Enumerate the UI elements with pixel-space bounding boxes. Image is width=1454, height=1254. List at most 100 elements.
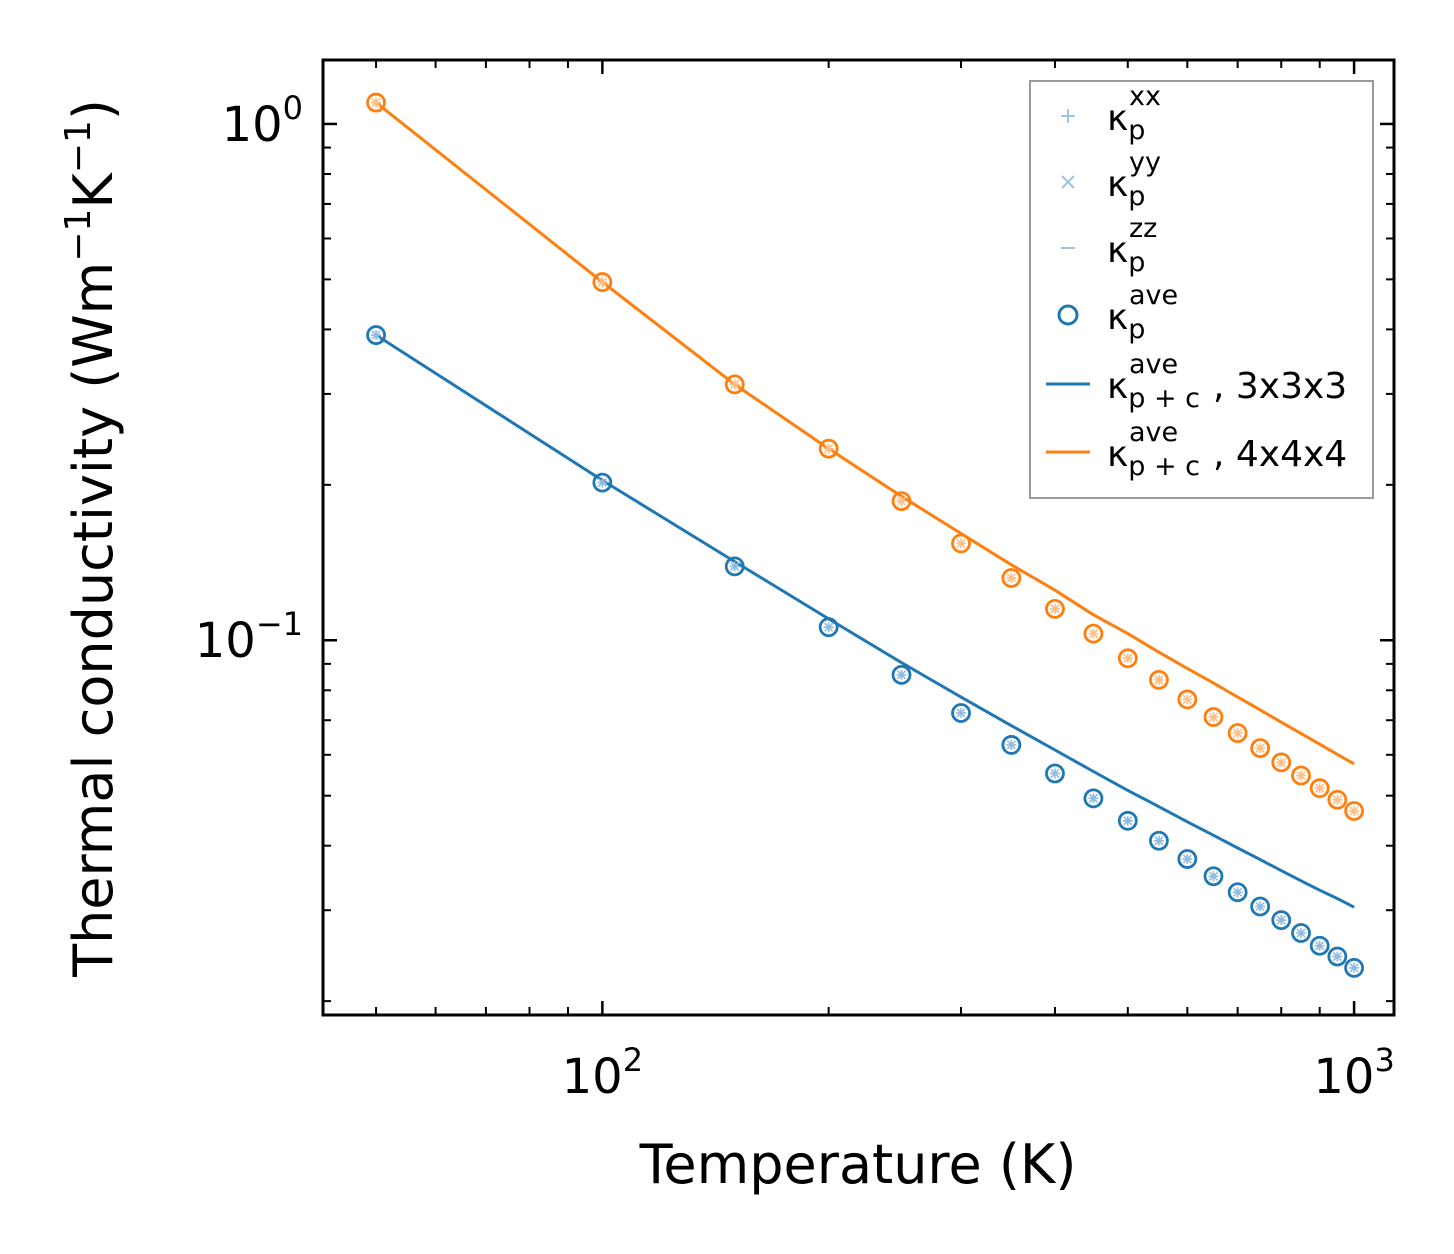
kyy-marker-b xyxy=(1123,653,1133,663)
kave-marker xyxy=(724,556,745,577)
data-point-4x4x4 xyxy=(1250,738,1271,759)
legend-label: κpyy xyxy=(1107,147,1161,212)
kave-marker xyxy=(1045,763,1065,784)
kave-marker xyxy=(1203,866,1224,887)
tick-labels: 102 103 100 10−1 xyxy=(195,89,1395,1105)
kave-marker xyxy=(891,664,912,685)
kave-marker xyxy=(1327,789,1348,810)
kyy-marker-b xyxy=(1154,836,1164,846)
data-point-4x4x4 xyxy=(1149,669,1169,690)
kyy-marker-b xyxy=(896,496,907,506)
data-point-4x4x4 xyxy=(951,533,971,554)
kyy-marker-b xyxy=(1349,806,1359,816)
kyy-marker-b xyxy=(1208,871,1219,881)
kyy-marker-b xyxy=(1332,795,1342,805)
kyy-marker-b xyxy=(1088,629,1098,639)
kyy-marker-b xyxy=(1255,743,1265,753)
data-point-3x3x3 xyxy=(1117,810,1138,831)
legend-label: κp + cave, 4x4x4 xyxy=(1107,417,1347,482)
data-point-4x4x4 xyxy=(1344,801,1364,821)
kave-marker xyxy=(1309,778,1330,799)
kave-marker xyxy=(1001,568,1022,588)
legend-entry: κpxx xyxy=(1061,81,1161,146)
legend-label: κp + cave, 3x3x3 xyxy=(1107,349,1347,414)
data-point-4x4x4 xyxy=(1271,752,1292,773)
kave-marker xyxy=(1250,896,1271,917)
kave-marker xyxy=(1203,707,1224,727)
data-point-3x3x3 xyxy=(1250,896,1271,917)
kyy-marker-b xyxy=(824,622,834,632)
legend-circle-icon xyxy=(1057,304,1079,326)
data-point-4x4x4 xyxy=(1177,689,1198,710)
y-label-base: Thermal conductivity (Wm xyxy=(62,262,125,978)
y-label-sup2: −1 xyxy=(58,120,99,173)
data-point-4x4x4 xyxy=(1203,707,1224,727)
kyy-marker-b xyxy=(371,98,381,108)
legend-entry: κpyy xyxy=(1061,147,1161,212)
kave-marker xyxy=(1117,810,1138,831)
data-point-3x3x3 xyxy=(1001,735,1022,755)
kave-marker xyxy=(1177,689,1198,710)
kyy-marker-b xyxy=(1182,854,1192,864)
kave-marker xyxy=(1227,723,1248,743)
kyy-marker-b xyxy=(730,379,740,389)
y-tick-label: 100 xyxy=(222,89,303,153)
fit-line-3x3x3 xyxy=(375,333,1355,909)
data-point-4x4x4 xyxy=(1083,623,1104,644)
plot-frame xyxy=(321,58,1396,1017)
kyy-marker-b xyxy=(1182,694,1192,705)
data-point-3x3x3 xyxy=(724,556,745,577)
kave-marker xyxy=(592,272,613,292)
major-ticks xyxy=(323,60,1394,1015)
kave-marker xyxy=(818,438,839,459)
legend-label: κpxx xyxy=(1107,81,1161,146)
data-point-3x3x3 xyxy=(1271,910,1292,931)
data-point-3x3x3 xyxy=(1291,923,1311,943)
kyy-marker-b xyxy=(1006,740,1016,750)
data-point-3x3x3 xyxy=(1327,946,1348,967)
data-point-4x4x4 xyxy=(1001,568,1022,588)
kyy-marker-b xyxy=(1332,951,1342,962)
kyy-marker-b xyxy=(956,538,966,548)
y-label-sup1: −1 xyxy=(58,209,99,262)
x-tick-label: 103 xyxy=(1313,1041,1394,1105)
legend-label: κpzz xyxy=(1107,213,1157,278)
kave-marker xyxy=(1001,735,1022,755)
kyy-marker-b xyxy=(1088,793,1098,803)
data-point-4x4x4 xyxy=(1327,789,1348,810)
kave-marker xyxy=(1344,957,1364,978)
kave-marker xyxy=(951,533,971,554)
data-point-3x3x3 xyxy=(818,617,839,638)
kyy-marker-b xyxy=(1315,783,1325,793)
data-point-3x3x3 xyxy=(366,325,386,345)
kave-marker xyxy=(1344,801,1364,821)
legend-entry: κp + cave, 4x4x4 xyxy=(1046,417,1347,482)
kave-marker xyxy=(366,92,386,113)
kyy-marker-b xyxy=(1255,901,1265,912)
kave-marker xyxy=(1117,648,1138,669)
kyy-marker-b xyxy=(371,330,381,340)
kave-marker xyxy=(1149,830,1169,851)
kyy-marker-b xyxy=(1276,757,1286,767)
data-point-3x3x3 xyxy=(1227,882,1248,903)
data-point-4x4x4 xyxy=(1117,648,1138,669)
data-point-4x4x4 xyxy=(592,272,613,292)
data-point-4x4x4 xyxy=(1045,599,1065,619)
data-point-3x3x3 xyxy=(1149,830,1169,851)
y-label-end: ) xyxy=(62,99,125,120)
data-point-3x3x3 xyxy=(592,472,613,493)
kave-marker xyxy=(1291,765,1311,786)
y-tick-label: 10−1 xyxy=(195,605,303,669)
fit-lines xyxy=(375,101,1355,909)
kave-marker xyxy=(818,617,839,638)
data-point-4x4x4 xyxy=(724,374,745,395)
kyy-marker-b xyxy=(956,708,966,718)
legend-box xyxy=(1029,80,1374,499)
kave-marker xyxy=(1309,935,1330,956)
data-point-3x3x3 xyxy=(1177,849,1198,869)
kyy-marker-b xyxy=(1276,915,1286,925)
kyy-marker-b xyxy=(824,444,834,454)
data-point-4x4x4 xyxy=(818,438,839,459)
kave-marker xyxy=(1045,599,1065,619)
